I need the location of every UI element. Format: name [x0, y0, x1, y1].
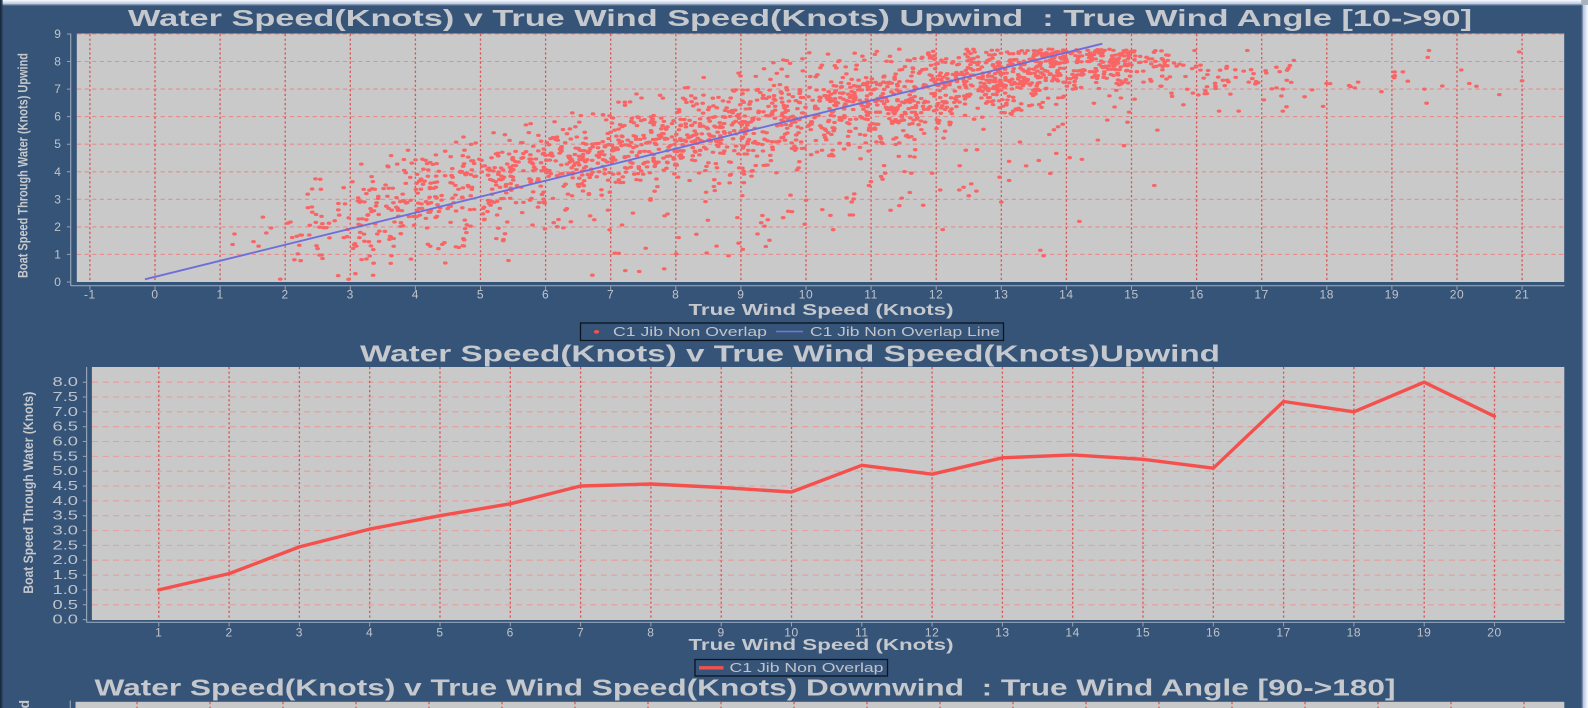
svg-text:7: 7: [577, 626, 584, 640]
svg-text:6.0: 6.0: [53, 435, 79, 449]
svg-text:5.0: 5.0: [53, 464, 79, 478]
svg-text:16: 16: [1206, 626, 1221, 640]
svg-text:5: 5: [54, 137, 61, 151]
svg-text:1: 1: [216, 288, 223, 302]
svg-text:10: 10: [799, 288, 814, 302]
svg-text:9: 9: [54, 27, 61, 41]
svg-text:19: 19: [1385, 288, 1400, 302]
svg-text:15: 15: [1124, 288, 1139, 302]
svg-text:2: 2: [54, 220, 61, 234]
svg-text:-1: -1: [84, 288, 96, 302]
svg-text:1.5: 1.5: [53, 568, 79, 582]
svg-text:C1 Jib Non Overlap: C1 Jib Non Overlap: [730, 661, 884, 675]
svg-text:18: 18: [1320, 288, 1335, 302]
svg-text:9: 9: [718, 626, 725, 640]
svg-text:6.5: 6.5: [53, 420, 79, 434]
svg-text:0: 0: [54, 275, 61, 289]
svg-text:7: 7: [54, 82, 61, 96]
svg-text:4.5: 4.5: [53, 479, 79, 493]
svg-text:8: 8: [647, 626, 654, 640]
svg-text:5: 5: [477, 288, 484, 302]
svg-text:15: 15: [1136, 626, 1151, 640]
svg-text:1.0: 1.0: [53, 583, 79, 597]
svg-text:3: 3: [296, 626, 303, 640]
svg-text:8.0: 8.0: [53, 375, 79, 389]
svg-text:2: 2: [225, 626, 232, 640]
svg-text:3: 3: [347, 288, 354, 302]
svg-text:14: 14: [1065, 626, 1080, 640]
svg-text:C1 Jib Non Overlap Line: C1 Jib Non Overlap Line: [810, 325, 1000, 339]
svg-text:d: d: [16, 700, 32, 708]
svg-text:20: 20: [1487, 626, 1502, 640]
svg-text:4: 4: [54, 165, 61, 179]
svg-text:7.0: 7.0: [53, 405, 79, 419]
svg-text:Boat Speed Through Water (Knot: Boat Speed Through Water (Knots) Upwind: [15, 53, 31, 278]
svg-text:2: 2: [282, 288, 289, 302]
svg-text:Boat Speed Through Water (Knot: Boat Speed Through Water (Knots): [20, 392, 36, 594]
svg-text:6: 6: [542, 288, 549, 302]
svg-text:14: 14: [1059, 288, 1074, 302]
svg-text:10: 10: [784, 626, 799, 640]
svg-text:17: 17: [1254, 288, 1269, 302]
svg-text:13: 13: [995, 626, 1010, 640]
svg-text:4: 4: [412, 288, 419, 302]
svg-text:11: 11: [855, 626, 869, 640]
svg-text:6: 6: [54, 110, 61, 124]
svg-text:9: 9: [737, 288, 744, 302]
svg-text:Water Speed(Knots) v True Wind: Water Speed(Knots) v True Wind Speed(Kno…: [360, 341, 1220, 367]
svg-text:16: 16: [1189, 288, 1204, 302]
svg-text:2.5: 2.5: [53, 538, 79, 552]
svg-text:7.5: 7.5: [53, 390, 79, 404]
svg-text:8: 8: [672, 288, 679, 302]
svg-text:3.5: 3.5: [53, 509, 79, 523]
svg-text:0.5: 0.5: [53, 598, 79, 612]
svg-text:4: 4: [366, 626, 373, 640]
svg-text:12: 12: [929, 288, 944, 302]
svg-text:7: 7: [607, 288, 614, 302]
svg-text:True Wind Speed (Knots): True Wind Speed (Knots): [689, 302, 954, 319]
svg-text:5.5: 5.5: [53, 449, 79, 463]
svg-text:4.0: 4.0: [53, 494, 79, 508]
svg-text:18: 18: [1347, 626, 1362, 640]
svg-text:5: 5: [436, 626, 443, 640]
svg-text:0: 0: [151, 288, 158, 302]
svg-text:8: 8: [54, 55, 61, 69]
svg-text:1: 1: [155, 626, 162, 640]
svg-text:13: 13: [994, 288, 1009, 302]
svg-text:Water Speed(Knots) v True Wind: Water Speed(Knots) v True Wind Speed(Kno…: [95, 675, 1396, 701]
svg-text:C1 Jib Non Overlap: C1 Jib Non Overlap: [613, 325, 767, 339]
svg-text:3: 3: [54, 192, 61, 206]
svg-text:2.0: 2.0: [53, 553, 79, 567]
svg-text:0.0: 0.0: [53, 613, 79, 627]
svg-text:3.0: 3.0: [53, 524, 79, 538]
svg-text:11: 11: [864, 288, 878, 302]
svg-text:1: 1: [54, 247, 61, 261]
svg-text:17: 17: [1276, 626, 1291, 640]
svg-text:Water Speed(Knots) v True Wind: Water Speed(Knots) v True Wind Speed(Kno…: [128, 5, 1472, 31]
svg-text:20: 20: [1450, 288, 1465, 302]
svg-text:True Wind Speed (Knots): True Wind Speed (Knots): [689, 637, 954, 654]
svg-text:6: 6: [507, 626, 514, 640]
svg-text:12: 12: [925, 626, 940, 640]
svg-text:21: 21: [1515, 288, 1530, 302]
svg-text:19: 19: [1417, 626, 1432, 640]
